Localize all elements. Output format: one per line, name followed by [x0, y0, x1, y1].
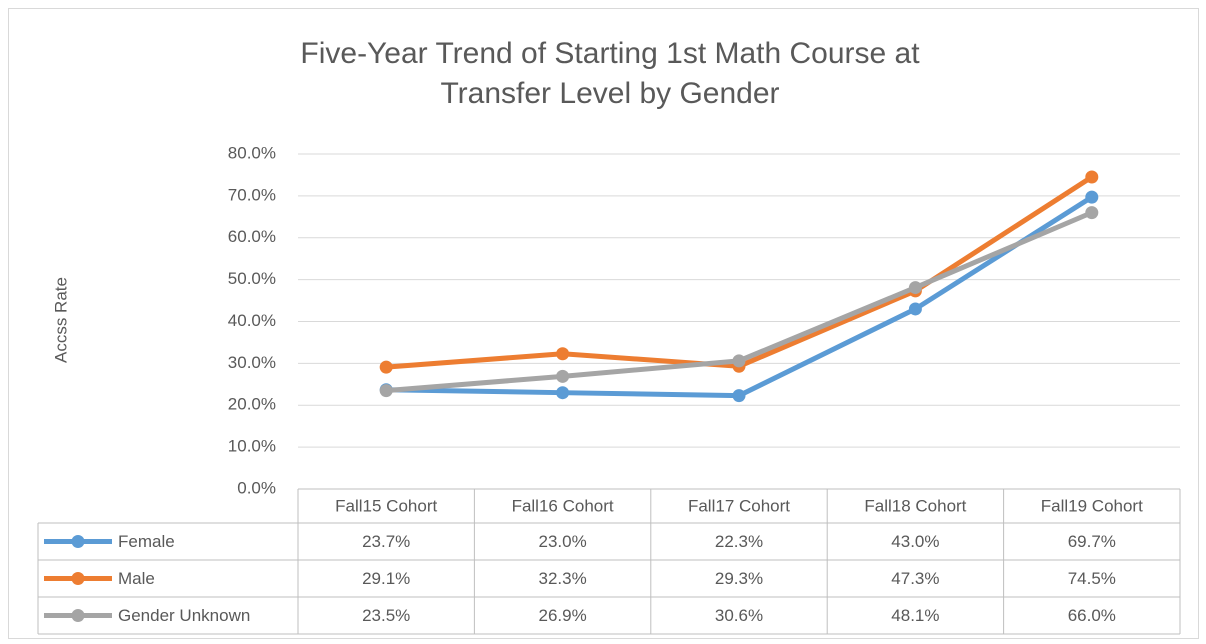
- y-tick-label: 20.0%: [228, 395, 276, 414]
- chart-border: [8, 8, 1199, 639]
- y-tick-label: 30.0%: [228, 353, 276, 372]
- table-cell: 23.0%: [538, 532, 586, 551]
- table-cell: 32.3%: [538, 569, 586, 588]
- x-tick-label: Fall16 Cohort: [512, 496, 614, 515]
- legend-marker: [71, 609, 85, 622]
- table-cell: 74.5%: [1068, 569, 1116, 588]
- table-cell: 48.1%: [891, 606, 939, 625]
- data-point: [556, 369, 570, 383]
- data-point: [1085, 206, 1099, 220]
- table-cell: 30.6%: [715, 606, 763, 625]
- x-tick-label: Fall15 Cohort: [335, 496, 437, 515]
- table-cell: 66.0%: [1068, 606, 1116, 625]
- x-tick-label: Fall17 Cohort: [688, 496, 790, 515]
- y-tick-label: 80.0%: [228, 143, 276, 162]
- table-cell: 29.1%: [362, 569, 410, 588]
- table-cell: 43.0%: [891, 532, 939, 551]
- data-point: [556, 347, 570, 361]
- data-point: [379, 360, 393, 374]
- data-point: [379, 384, 393, 398]
- legend-marker: [71, 572, 85, 585]
- data-point: [1085, 170, 1099, 184]
- table-cell: 23.7%: [362, 532, 410, 551]
- chart-title: Five-Year Trend of Starting 1st Math Cou…: [300, 37, 920, 110]
- table-cell: 47.3%: [891, 569, 939, 588]
- y-tick-label: 40.0%: [228, 311, 276, 330]
- y-tick-label: 10.0%: [228, 437, 276, 456]
- table-cell: 23.5%: [362, 606, 410, 625]
- y-tick-label: 0.0%: [237, 478, 276, 497]
- table-cell: 26.9%: [538, 606, 586, 625]
- legend-label: Male: [118, 569, 155, 588]
- legend-label: Female: [118, 532, 175, 551]
- legend-label: Gender Unknown: [118, 606, 250, 625]
- data-point: [732, 354, 746, 368]
- data-point: [732, 389, 746, 403]
- data-point: [908, 302, 922, 316]
- y-tick-label: 60.0%: [228, 227, 276, 246]
- legend-marker: [71, 535, 85, 548]
- y-tick-label: 70.0%: [228, 185, 276, 204]
- x-tick-label: Fall19 Cohort: [1041, 496, 1143, 515]
- data-point: [556, 386, 570, 400]
- x-tick-label: Fall18 Cohort: [864, 496, 966, 515]
- table-cell: 69.7%: [1068, 532, 1116, 551]
- y-axis-label: Accss Rate: [51, 277, 70, 363]
- data-point: [1085, 190, 1099, 204]
- table-cell: 22.3%: [715, 532, 763, 551]
- y-tick-label: 50.0%: [228, 269, 276, 288]
- table-cell: 29.3%: [715, 569, 763, 588]
- data-point: [908, 281, 922, 295]
